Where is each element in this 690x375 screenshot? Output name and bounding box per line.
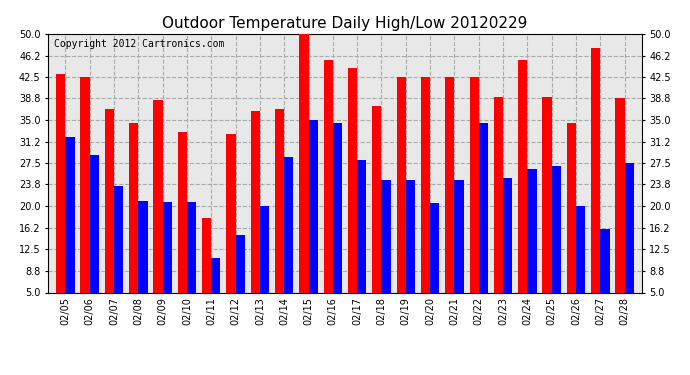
Bar [138,201,148,321]
Bar [430,203,440,321]
Bar [333,123,342,321]
Bar [153,100,163,321]
Bar [211,258,221,321]
Bar [163,202,172,321]
Bar [445,77,455,321]
Bar [527,169,537,321]
Bar [90,154,99,321]
Bar [421,77,430,321]
Bar [129,123,138,321]
Bar [518,60,527,321]
Bar [66,137,75,321]
Bar [469,77,479,321]
Bar [187,202,196,321]
Bar [455,180,464,321]
Bar [348,68,357,321]
Bar [260,206,269,321]
Bar [372,106,382,321]
Bar [284,158,293,321]
Bar [552,166,561,321]
Bar [566,123,576,321]
Bar [397,77,406,321]
Text: Copyright 2012 Cartronics.com: Copyright 2012 Cartronics.com [55,39,225,49]
Bar [299,34,308,321]
Title: Outdoor Temperature Daily High/Low 20120229: Outdoor Temperature Daily High/Low 20120… [162,16,528,31]
Bar [202,218,211,321]
Bar [324,60,333,321]
Bar [494,97,503,321]
Bar [357,160,366,321]
Bar [600,229,609,321]
Bar [406,180,415,321]
Bar [226,134,235,321]
Bar [178,132,187,321]
Bar [624,163,634,321]
Bar [615,98,624,321]
Bar [81,77,90,321]
Bar [105,108,114,321]
Bar [542,97,552,321]
Bar [114,186,124,321]
Bar [275,108,284,321]
Bar [308,120,318,321]
Bar [576,206,585,321]
Bar [479,123,488,321]
Bar [382,180,391,321]
Bar [56,74,66,321]
Bar [235,235,245,321]
Bar [591,48,600,321]
Bar [250,111,260,321]
Bar [503,177,512,321]
